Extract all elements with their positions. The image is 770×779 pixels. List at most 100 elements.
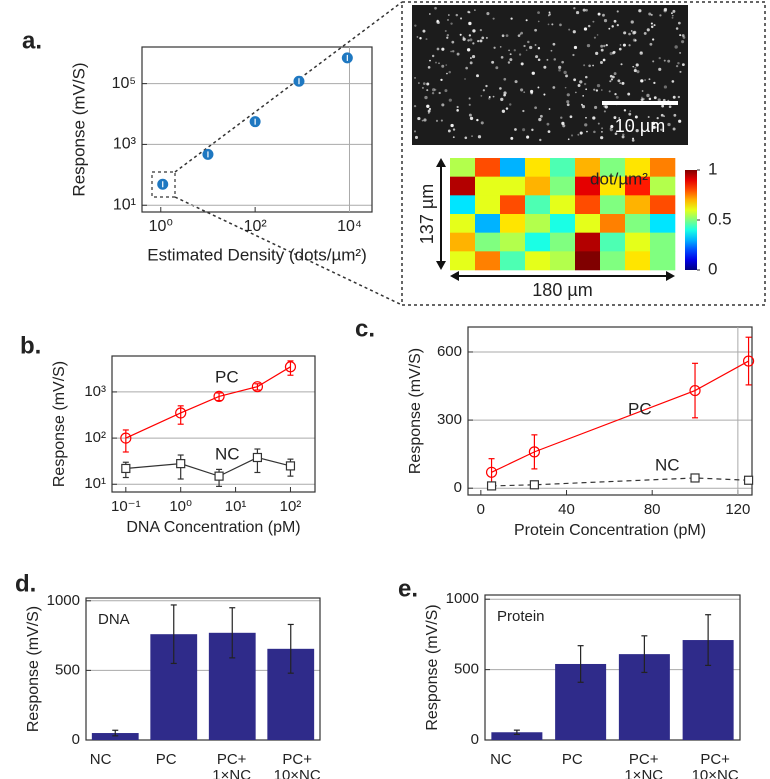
data-point xyxy=(176,459,186,469)
heatmap-cell xyxy=(475,214,501,233)
image-dot xyxy=(441,64,445,68)
image-dot xyxy=(659,14,662,17)
heatmap-cell xyxy=(625,251,651,271)
image-dot xyxy=(671,80,675,83)
image-dot xyxy=(654,126,657,129)
heatmap-cell xyxy=(575,176,601,196)
image-dot xyxy=(456,105,459,109)
heatmap-cell xyxy=(600,251,626,271)
image-dot xyxy=(647,116,650,118)
image-dot xyxy=(610,78,614,81)
image-dot xyxy=(646,28,650,32)
heatmap-cell xyxy=(525,232,551,252)
heatmap-cell xyxy=(550,232,576,252)
image-dot xyxy=(519,33,522,36)
image-dot xyxy=(595,89,599,92)
image-dot xyxy=(635,129,639,133)
image-dot xyxy=(548,11,551,14)
image-dot xyxy=(485,84,488,88)
image-dot xyxy=(510,136,514,140)
x-tick-label: 0 xyxy=(477,501,485,518)
data-point xyxy=(120,432,132,444)
image-dot xyxy=(523,44,526,48)
series-label: PC xyxy=(628,399,652,418)
y-tick-label: 10⁵ xyxy=(112,75,136,92)
image-dot xyxy=(468,34,472,37)
annotation: Protein xyxy=(497,608,545,625)
data-point xyxy=(251,381,264,393)
heatmap-cell xyxy=(650,176,676,196)
image-dot xyxy=(531,71,535,75)
heatmap-cell xyxy=(525,195,551,215)
image-dot xyxy=(486,12,490,16)
image-dot xyxy=(604,105,608,109)
image-dot xyxy=(421,86,424,89)
x-tick-label: 10¹ xyxy=(225,498,247,515)
image-dot xyxy=(559,23,562,27)
heatmap-cell xyxy=(475,232,501,252)
colorbar-label: dot/µm² xyxy=(590,169,648,188)
heatmap-cell xyxy=(500,195,526,215)
image-dot xyxy=(448,70,451,74)
image-dot xyxy=(543,65,547,69)
x-axis-label: DNA Concentration (pM) xyxy=(126,519,300,536)
x-tick-label: 10² xyxy=(280,498,302,515)
plot-frame xyxy=(85,597,321,741)
image-dot xyxy=(509,103,512,106)
image-dot xyxy=(434,6,437,10)
image-dot xyxy=(546,122,550,126)
image-dot xyxy=(546,58,549,61)
image-dot xyxy=(658,56,661,60)
image-dot xyxy=(573,78,577,82)
image-dot xyxy=(572,30,576,34)
x-axis-label: Protein Concentration (pM) xyxy=(514,522,706,539)
y-tick-label: 600 xyxy=(437,343,462,360)
image-dot xyxy=(679,70,682,73)
image-dot xyxy=(523,91,526,94)
image-dot xyxy=(570,134,574,137)
image-dot xyxy=(661,104,665,108)
width-label: 180 µm xyxy=(532,280,592,300)
image-dot xyxy=(508,49,510,52)
image-dot xyxy=(611,25,614,28)
image-dot xyxy=(601,127,604,130)
heatmap-cell xyxy=(600,195,626,215)
image-dot xyxy=(491,60,495,64)
image-dot xyxy=(471,135,473,138)
image-dot xyxy=(468,97,471,100)
image-dot xyxy=(657,98,661,102)
image-dot xyxy=(622,43,626,47)
heatmap-cell xyxy=(550,176,576,196)
image-dot xyxy=(581,103,583,106)
image-dot xyxy=(671,12,673,15)
panel-label: a. xyxy=(22,27,42,54)
image-dot xyxy=(582,95,585,97)
image-dot xyxy=(609,80,612,83)
image-dot xyxy=(426,82,430,86)
image-dot xyxy=(609,128,613,132)
image-dot xyxy=(667,59,671,63)
y-tick-label: 0 xyxy=(471,731,479,748)
heatmap-cell xyxy=(575,214,601,233)
x-tick-label: 10² xyxy=(244,218,268,235)
image-dot xyxy=(592,20,595,23)
image-dot xyxy=(539,138,542,142)
data-point xyxy=(485,466,498,478)
image-dot xyxy=(621,81,625,85)
image-dot xyxy=(499,45,502,48)
image-dot xyxy=(662,98,666,102)
image-dot xyxy=(644,79,646,81)
image-dot xyxy=(632,137,634,140)
image-dot xyxy=(459,33,462,36)
heatmap-cell xyxy=(525,158,551,177)
image-dot xyxy=(603,44,606,48)
image-dot xyxy=(569,115,573,119)
image-dot xyxy=(465,66,468,70)
y-tick-label: 1000 xyxy=(47,592,80,609)
image-dot xyxy=(677,95,681,99)
image-dot xyxy=(448,14,450,16)
image-dot xyxy=(632,31,636,35)
image-dot xyxy=(476,74,479,78)
heatmap-cell xyxy=(500,251,526,271)
image-dot xyxy=(514,128,517,131)
